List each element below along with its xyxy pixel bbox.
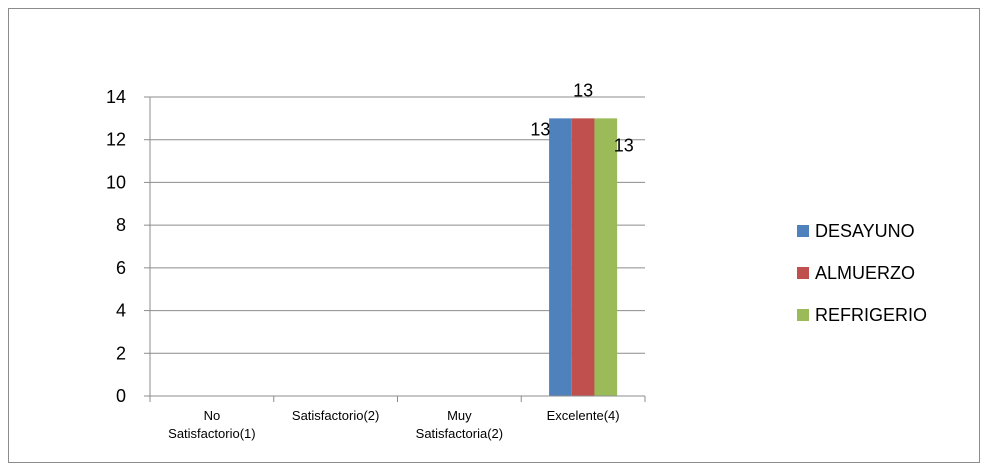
x-tick-label: Satisfactorio(2) xyxy=(292,408,379,423)
axes xyxy=(144,96,646,402)
x-tick-label: No Satisfactorio(1) xyxy=(168,408,255,441)
x-tick-label: Excelente(4) xyxy=(547,408,620,423)
x-tick-label-line: Excelente(4) xyxy=(547,408,620,423)
y-tick-label: 10 xyxy=(106,172,126,192)
y-tick-label: 4 xyxy=(116,301,126,321)
legend-swatch-almuerzo xyxy=(797,267,809,279)
legend-label-almuerzo: ALMUERZO xyxy=(815,263,915,283)
x-tick-label-line: Satisfactorio(1) xyxy=(168,426,255,441)
legend-swatch-desayuno xyxy=(797,225,809,237)
bars xyxy=(549,118,618,396)
y-tick-label: 2 xyxy=(116,343,126,363)
bar-refrigerio xyxy=(594,118,618,396)
legend: DESAYUNO ALMUERZO REFRIGERIO xyxy=(797,221,927,325)
data-label: 13 xyxy=(614,135,634,155)
legend-label-refrigerio: REFRIGERIO xyxy=(815,305,927,325)
y-tick-label: 12 xyxy=(106,130,126,150)
chart-frame xyxy=(8,8,980,463)
bar-desayuno xyxy=(549,118,572,396)
x-tick-label-line: Satisfactorio(2) xyxy=(292,408,379,423)
x-tick-label-line: Muy xyxy=(447,408,472,423)
y-tick-label: 14 xyxy=(106,87,126,107)
data-labels: 13 13 13 xyxy=(530,80,633,155)
x-tick-label-line: No xyxy=(204,408,221,423)
x-tick-label-line: Satisfactoria(2) xyxy=(416,426,503,441)
x-tick-label: Muy Satisfactoria(2) xyxy=(416,408,503,441)
legend-swatch-refrigerio xyxy=(797,309,809,321)
y-tick-label: 8 xyxy=(116,215,126,235)
y-tick-labels: 0 2 4 6 8 10 12 14 xyxy=(106,87,126,406)
x-tick-labels: No Satisfactorio(1) Satisfactorio(2) Muy Sat… xyxy=(168,408,619,441)
data-label: 13 xyxy=(530,119,550,139)
y-tick-label: 6 xyxy=(116,258,126,278)
y-tick-label: 0 xyxy=(116,386,126,406)
legend-label-desayuno: DESAYUNO xyxy=(815,221,915,241)
data-label: 13 xyxy=(573,80,593,100)
bar-almuerzo xyxy=(571,118,595,396)
